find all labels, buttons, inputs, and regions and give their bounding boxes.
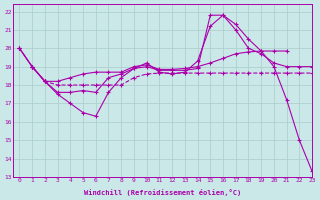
X-axis label: Windchill (Refroidissement éolien,°C): Windchill (Refroidissement éolien,°C) [84, 189, 241, 196]
